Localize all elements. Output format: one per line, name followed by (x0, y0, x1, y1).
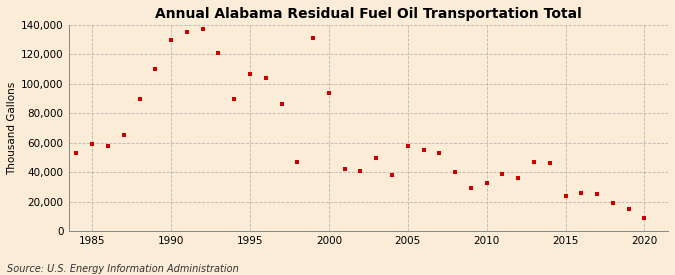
Point (261, 76, 271, 80)
Point (402, 144, 413, 148)
Point (103, 144, 113, 148)
Point (166, 37, 177, 42)
Point (371, 155, 381, 160)
Point (450, 170, 460, 174)
Y-axis label: Thousand Gallons: Thousand Gallons (7, 81, 17, 175)
Point (213, 51, 224, 55)
Text: Source: U.S. Energy Information Administration: Source: U.S. Energy Information Administ… (7, 264, 238, 274)
Point (134, 96, 145, 101)
Point (592, 192, 603, 197)
Point (323, 90, 334, 95)
Point (513, 176, 524, 180)
Point (229, 96, 240, 101)
Point (497, 172, 508, 176)
Point (608, 201, 618, 205)
Point (355, 169, 366, 173)
Title: Annual Alabama Residual Fuel Oil Transportation Total: Annual Alabama Residual Fuel Oil Transpo… (155, 7, 582, 21)
Point (639, 216, 650, 220)
Point (150, 67, 161, 71)
Point (544, 161, 555, 166)
Point (529, 160, 539, 164)
Point (560, 194, 571, 198)
Point (466, 186, 477, 191)
Point (434, 151, 445, 155)
Point (197, 27, 208, 32)
Point (576, 191, 587, 195)
Point (418, 148, 429, 152)
Point (244, 71, 255, 76)
Point (276, 102, 287, 107)
Point (292, 160, 303, 164)
Point (623, 207, 634, 211)
Point (481, 180, 492, 185)
Point (340, 167, 350, 172)
Point (71, 151, 82, 155)
Point (87, 142, 98, 147)
Point (118, 133, 129, 138)
Point (182, 30, 192, 34)
Point (387, 173, 398, 177)
Point (308, 36, 319, 40)
